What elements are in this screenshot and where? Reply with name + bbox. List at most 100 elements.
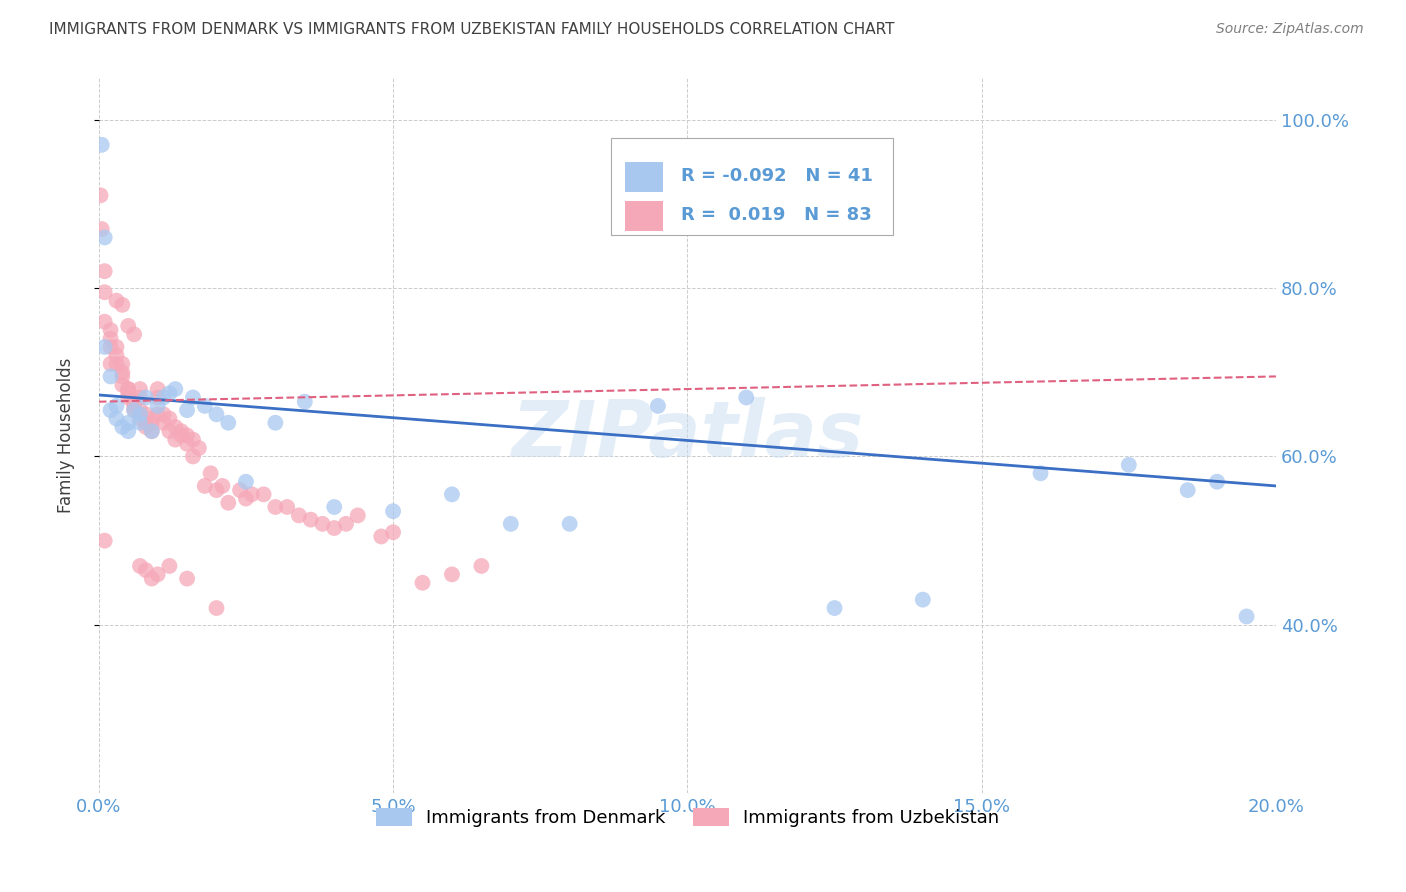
Point: [141, 572, 163, 586]
Point: [100, 369, 122, 384]
Point: [146, 391, 169, 405]
Point: [157, 386, 180, 401]
Text: R = -0.092   N = 41: R = -0.092 N = 41: [682, 167, 873, 185]
Point: [105, 399, 128, 413]
Point: [146, 382, 169, 396]
Point: [412, 575, 434, 590]
Point: [382, 525, 405, 540]
Point: [105, 348, 128, 362]
Text: ZIPatlas: ZIPatlas: [512, 398, 863, 474]
Point: [1236, 609, 1258, 624]
Point: [1177, 483, 1199, 497]
Point: [146, 408, 169, 422]
Point: [176, 428, 198, 442]
Point: [141, 416, 163, 430]
Point: [165, 382, 187, 396]
Point: [129, 403, 152, 417]
Point: [135, 408, 157, 422]
Point: [117, 391, 139, 405]
Point: [370, 529, 392, 543]
Point: [141, 424, 163, 438]
Point: [170, 428, 193, 442]
Point: [90, 137, 112, 152]
Point: [217, 496, 239, 510]
Point: [311, 516, 333, 531]
Text: IMMIGRANTS FROM DENMARK VS IMMIGRANTS FROM UZBEKISTAN FAMILY HOUSEHOLDS CORRELAT: IMMIGRANTS FROM DENMARK VS IMMIGRANTS FR…: [49, 22, 894, 37]
Point: [122, 403, 145, 417]
Point: [135, 563, 157, 577]
Point: [105, 357, 128, 371]
Point: [240, 487, 263, 501]
Point: [111, 357, 134, 371]
Text: Source: ZipAtlas.com: Source: ZipAtlas.com: [1216, 22, 1364, 37]
Point: [235, 475, 257, 489]
Point: [100, 323, 122, 337]
Point: [122, 394, 145, 409]
Point: [135, 391, 157, 405]
Point: [335, 516, 357, 531]
Point: [122, 327, 145, 342]
Point: [165, 420, 187, 434]
Point: [93, 264, 115, 278]
Point: [105, 340, 128, 354]
Point: [117, 318, 139, 333]
Point: [211, 479, 233, 493]
Text: R =  0.019   N = 83: R = 0.019 N = 83: [682, 206, 872, 224]
Point: [129, 411, 152, 425]
Point: [229, 483, 252, 497]
Point: [141, 411, 163, 425]
Point: [129, 382, 152, 396]
Point: [146, 399, 169, 413]
Point: [90, 222, 112, 236]
Point: [181, 450, 204, 464]
Point: [90, 188, 112, 202]
Point: [111, 365, 134, 379]
Point: [294, 394, 316, 409]
Point: [93, 285, 115, 300]
Point: [1206, 475, 1229, 489]
Point: [111, 377, 134, 392]
Point: [157, 558, 180, 573]
Point: [264, 500, 287, 514]
Legend: Immigrants from Denmark, Immigrants from Uzbekistan: Immigrants from Denmark, Immigrants from…: [368, 801, 1007, 834]
Point: [200, 467, 222, 481]
Point: [440, 487, 463, 501]
Point: [382, 504, 405, 518]
Y-axis label: Family Households: Family Households: [58, 358, 75, 513]
Point: [181, 391, 204, 405]
Point: [93, 315, 115, 329]
Point: [157, 411, 180, 425]
Point: [100, 332, 122, 346]
Point: [264, 416, 287, 430]
Point: [252, 487, 274, 501]
Point: [217, 416, 239, 430]
Point: [129, 408, 152, 422]
Point: [93, 533, 115, 548]
Point: [1029, 467, 1052, 481]
Point: [647, 399, 669, 413]
Point: [824, 601, 846, 615]
Point: [194, 479, 217, 493]
Point: [176, 437, 198, 451]
Point: [205, 483, 228, 497]
Point: [146, 567, 169, 582]
Point: [165, 433, 187, 447]
Point: [470, 558, 492, 573]
Point: [122, 403, 145, 417]
Point: [205, 601, 228, 615]
Point: [105, 411, 128, 425]
Point: [135, 420, 157, 434]
Point: [323, 500, 346, 514]
Point: [117, 386, 139, 401]
Point: [440, 567, 463, 582]
Point: [187, 441, 209, 455]
Point: [194, 399, 217, 413]
Point: [735, 391, 758, 405]
Point: [93, 340, 115, 354]
Point: [288, 508, 311, 523]
Point: [111, 298, 134, 312]
Point: [911, 592, 934, 607]
Point: [176, 572, 198, 586]
Point: [111, 420, 134, 434]
Point: [152, 391, 174, 405]
